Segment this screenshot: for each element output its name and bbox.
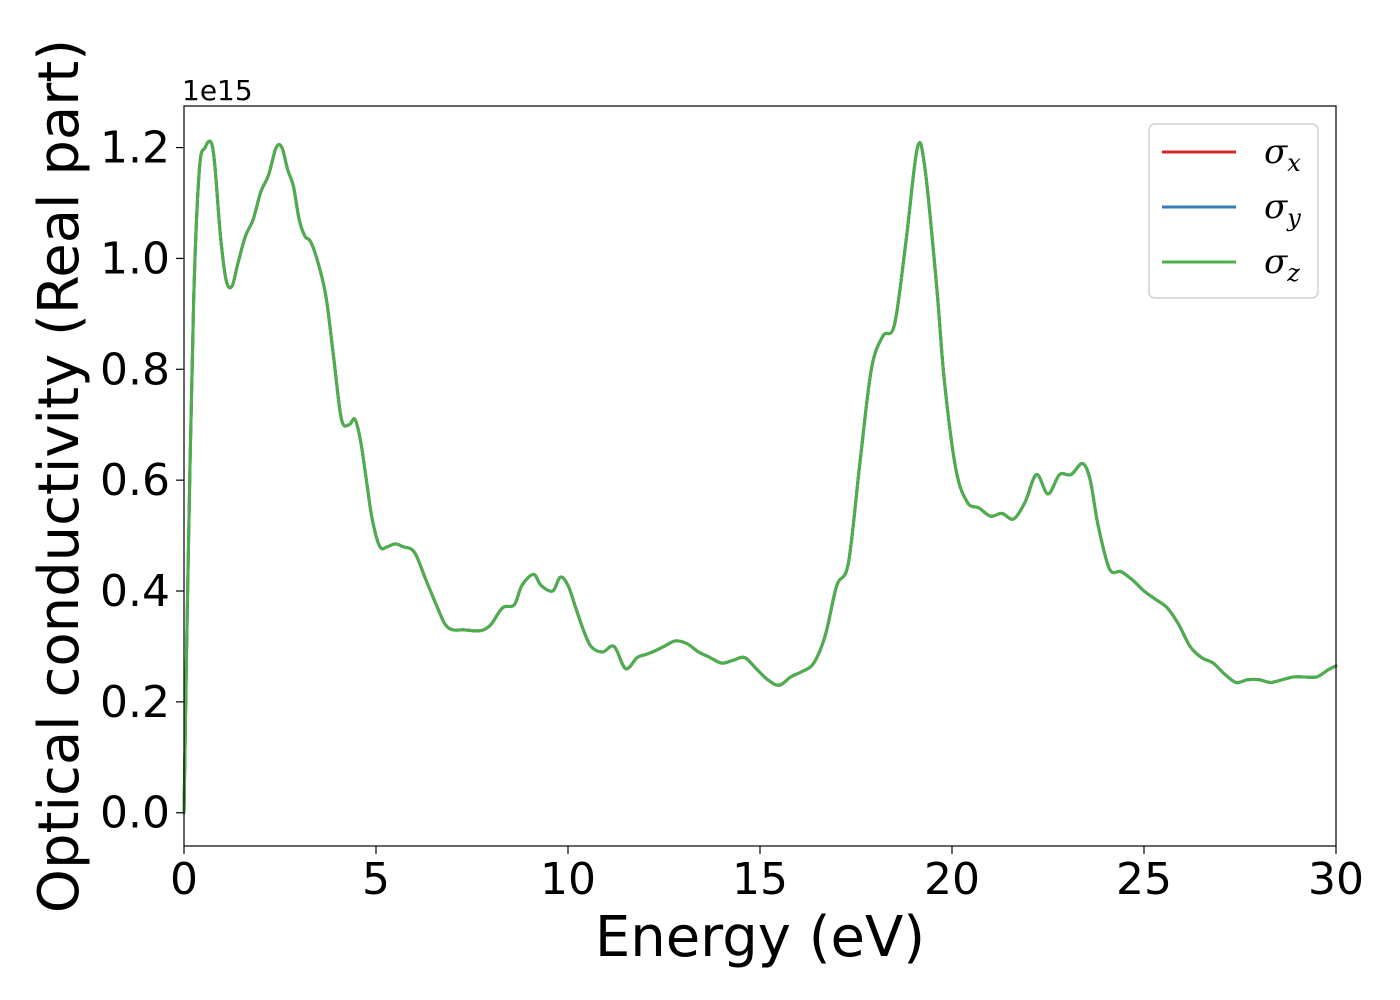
y-tick-label: 0.8 [100, 344, 170, 395]
legend-subscript-y: y [1286, 204, 1301, 232]
series-layer [182, 139, 1338, 815]
legend-subscript-x: x [1287, 149, 1301, 177]
y-tick-label: 0.0 [100, 788, 170, 839]
x-tick-label: 15 [732, 854, 788, 905]
x-tick-label: 20 [924, 854, 980, 905]
y-tick-label: 1.0 [100, 233, 170, 284]
x-tick-label: 30 [1308, 854, 1364, 905]
y-axis-title: Optical conductivity (Real part) [27, 39, 92, 913]
x-tick-label: 0 [170, 854, 198, 905]
legend-label-z: σz [1264, 242, 1300, 287]
y-tick-label: 0.4 [100, 566, 170, 617]
legend-subscript-z: z [1286, 259, 1300, 287]
y-tick-label: 0.6 [100, 455, 170, 506]
x-tick-label: 5 [362, 854, 390, 905]
y-offset-label: 1e15 [182, 74, 253, 107]
y-axis-ticks: 0.0 0.2 0.4 0.6 0.8 1.0 1.2 [100, 123, 184, 839]
x-tick-label: 10 [540, 854, 596, 905]
x-axis-ticks: 0 5 10 15 20 25 30 [170, 846, 1364, 905]
series-line-z [182, 139, 1338, 815]
legend-box [1148, 123, 1319, 299]
x-axis-title: Energy (eV) [595, 905, 925, 970]
x-tick-label: 25 [1116, 854, 1172, 905]
y-tick-label: 0.2 [100, 677, 170, 728]
y-tick-label: 1.2 [100, 123, 170, 174]
